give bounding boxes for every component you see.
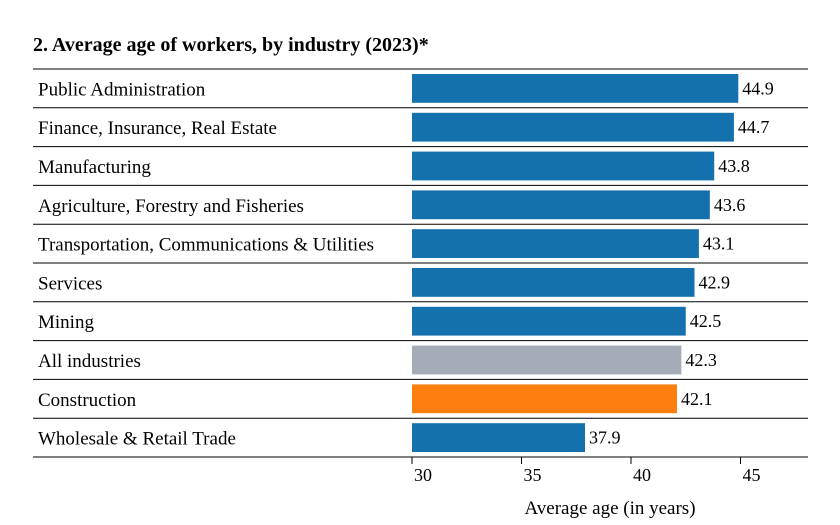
category-label: Manufacturing — [38, 157, 151, 178]
x-tick-label: 45 — [743, 465, 761, 485]
category-label: Wholesale & Retail Trade — [38, 429, 236, 450]
category-label: Agriculture, Forestry and Fisheries — [38, 196, 304, 217]
x-tick-label: 35 — [524, 465, 542, 485]
category-label: Services — [38, 273, 102, 294]
bar — [412, 112, 734, 142]
value-label: 43.1 — [703, 234, 735, 254]
value-label: 37.9 — [589, 428, 621, 448]
category-label: Finance, Insurance, Real Estate — [38, 118, 277, 139]
x-axis-title: Average age (in years) — [524, 498, 695, 519]
x-tick-label: 30 — [414, 465, 432, 485]
value-label: 42.9 — [699, 272, 731, 292]
bar — [412, 306, 686, 336]
value-label: 42.1 — [681, 389, 713, 409]
bar — [412, 423, 586, 452]
value-label: 42.5 — [690, 311, 722, 331]
value-label: 43.6 — [714, 195, 746, 215]
bar — [412, 345, 682, 375]
value-label: 44.7 — [738, 117, 770, 137]
bar — [412, 151, 715, 181]
x-tick-label: 40 — [633, 465, 651, 485]
category-label: Public Administration — [38, 79, 206, 100]
category-label: Mining — [38, 312, 94, 333]
bar — [412, 384, 677, 414]
value-label: 44.9 — [742, 78, 774, 98]
bar — [412, 268, 695, 297]
category-label: All industries — [38, 351, 141, 372]
bar — [412, 74, 739, 103]
chart-title: 2. Average age of workers, by industry (… — [33, 34, 429, 56]
value-label: 43.8 — [718, 156, 750, 176]
bar — [412, 190, 710, 220]
value-label: 42.3 — [685, 350, 717, 370]
bar — [412, 229, 699, 258]
category-label: Construction — [38, 390, 137, 411]
category-label: Transportation, Communications & Utiliti… — [38, 235, 374, 256]
